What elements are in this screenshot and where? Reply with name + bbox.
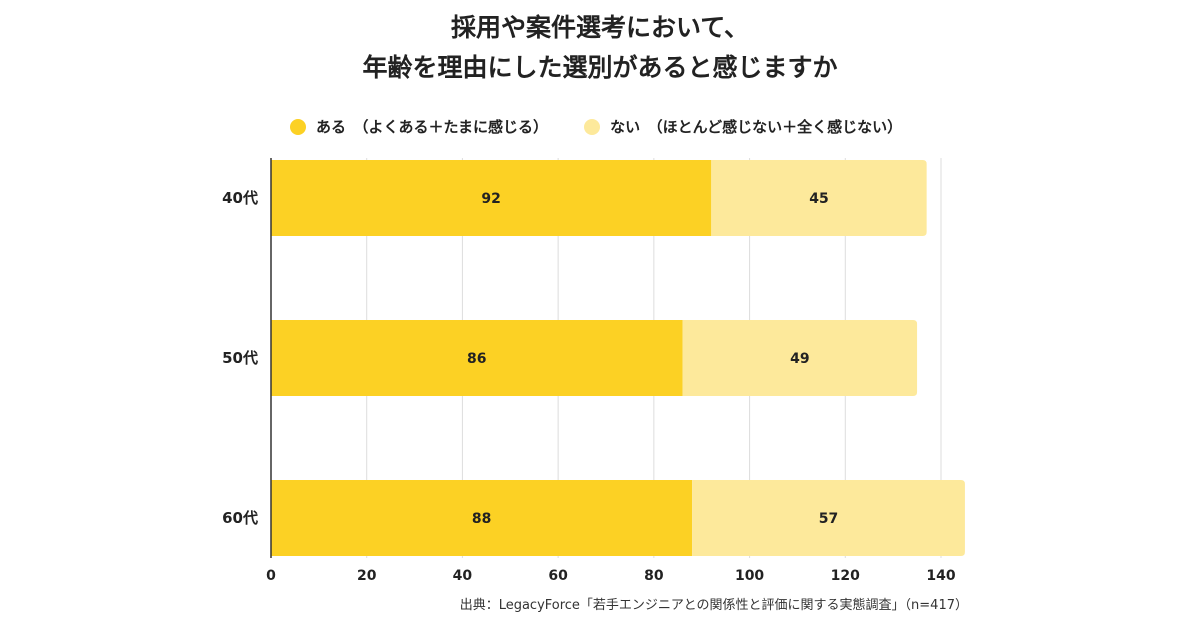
data-label: 92	[481, 191, 500, 207]
legend: ある （よくある＋たまに感じる） ない （ほとんど感じない＋全く感じない）	[290, 116, 938, 137]
data-label: 86	[467, 351, 486, 367]
bar-segment	[682, 320, 918, 396]
x-tick-label: 100	[735, 568, 764, 584]
x-tick-label: 40	[453, 568, 473, 584]
x-tick-label: 60	[548, 568, 568, 584]
x-tick-label: 120	[831, 568, 860, 584]
legend-label-aru: ある （よくある＋たまに感じる）	[316, 118, 549, 136]
bar-segment	[711, 160, 927, 236]
data-label: 57	[819, 511, 838, 527]
legend-item-nai: ない （ほとんど感じない＋全く感じない）	[584, 116, 902, 137]
x-tick-label: 20	[357, 568, 377, 584]
source-note: 出典：LegacyForce「若手エンジニアとの関係性と評価に関する実態調査」（…	[459, 598, 968, 613]
legend-label-nai: ない （ほとんど感じない＋全く感じない）	[610, 118, 903, 136]
bar-segment	[271, 480, 693, 556]
legend-swatch-nai	[584, 118, 601, 135]
chart-title-line-2: 年齢を理由にした選別があると感じますか	[362, 53, 838, 82]
legend-item-aru: ある （よくある＋たまに感じる）	[290, 116, 548, 137]
data-label: 88	[472, 511, 491, 527]
data-label: 45	[809, 191, 828, 207]
legend-swatch-aru	[290, 118, 306, 135]
x-tick-label: 0	[266, 568, 276, 584]
category-label: 50代	[222, 349, 258, 367]
bar-segment	[271, 160, 712, 236]
bar-segment	[271, 320, 683, 396]
x-tick-label: 80	[644, 568, 664, 584]
x-tick-label: 140	[926, 568, 955, 584]
chart-title-line-1: 採用や案件選考において、	[450, 13, 749, 42]
category-label: 60代	[222, 509, 258, 527]
category-label: 40代	[222, 189, 258, 207]
data-label: 49	[790, 351, 809, 367]
bar-segment	[692, 480, 965, 556]
